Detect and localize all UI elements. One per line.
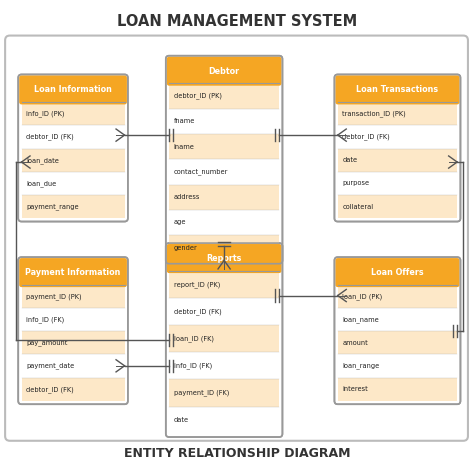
Text: debtor_ID (PK): debtor_ID (PK): [174, 92, 222, 100]
Bar: [21, 378, 125, 401]
Bar: [21, 308, 125, 331]
Text: info_ID (FK): info_ID (FK): [26, 316, 64, 323]
Bar: [169, 210, 279, 235]
Text: Loan Information: Loan Information: [34, 85, 112, 94]
Text: ENTITY RELATIONSHIP DIAGRAM: ENTITY RELATIONSHIP DIAGRAM: [124, 447, 350, 459]
Text: loan_date: loan_date: [26, 157, 59, 164]
Bar: [21, 102, 125, 125]
Text: contact_number: contact_number: [174, 169, 228, 175]
Bar: [337, 125, 457, 148]
Bar: [337, 355, 457, 378]
Bar: [21, 172, 125, 195]
Bar: [169, 271, 279, 298]
Bar: [337, 308, 457, 331]
Text: loan_range: loan_range: [342, 363, 380, 369]
FancyBboxPatch shape: [336, 258, 459, 287]
Bar: [337, 195, 457, 218]
Text: loan_name: loan_name: [342, 316, 379, 323]
Bar: [337, 172, 457, 195]
FancyBboxPatch shape: [18, 257, 128, 404]
FancyBboxPatch shape: [335, 257, 460, 404]
Text: info_ID (PK): info_ID (PK): [26, 110, 64, 117]
Text: loan_ID (PK): loan_ID (PK): [342, 293, 383, 300]
Text: pay_amount: pay_amount: [26, 339, 68, 346]
FancyBboxPatch shape: [336, 75, 459, 104]
FancyBboxPatch shape: [335, 74, 460, 221]
Bar: [169, 379, 279, 407]
Bar: [337, 378, 457, 401]
Text: collateral: collateral: [342, 204, 374, 210]
Text: payment_ID (FK): payment_ID (FK): [174, 390, 229, 396]
Bar: [169, 352, 279, 379]
Bar: [169, 298, 279, 325]
Text: debtor_ID (FK): debtor_ID (FK): [26, 386, 74, 393]
Bar: [337, 331, 457, 355]
Text: payment_ID (PK): payment_ID (PK): [26, 293, 82, 300]
Text: LOAN MANAGEMENT SYSTEM: LOAN MANAGEMENT SYSTEM: [117, 15, 357, 29]
Bar: [21, 355, 125, 378]
Bar: [21, 195, 125, 218]
Bar: [169, 184, 279, 210]
FancyBboxPatch shape: [166, 56, 283, 264]
Bar: [337, 285, 457, 308]
Bar: [169, 83, 279, 109]
FancyBboxPatch shape: [166, 243, 283, 437]
Text: Reports: Reports: [207, 254, 242, 263]
FancyBboxPatch shape: [18, 74, 128, 221]
Text: payment_range: payment_range: [26, 203, 79, 210]
Text: Loan Offers: Loan Offers: [371, 268, 424, 277]
Bar: [21, 331, 125, 355]
Text: Debtor: Debtor: [209, 67, 240, 76]
Text: interest: interest: [342, 386, 368, 392]
Text: loan_due: loan_due: [26, 180, 56, 187]
Text: info_ID (FK): info_ID (FK): [174, 363, 212, 369]
Bar: [169, 159, 279, 184]
Text: Loan Transactions: Loan Transactions: [356, 85, 438, 94]
Bar: [169, 325, 279, 352]
Text: lname: lname: [174, 144, 195, 150]
Text: date: date: [342, 157, 357, 163]
FancyBboxPatch shape: [19, 258, 127, 287]
Text: debtor_ID (FK): debtor_ID (FK): [342, 134, 390, 140]
Text: fname: fname: [174, 118, 195, 124]
FancyBboxPatch shape: [19, 75, 127, 104]
Text: payment_date: payment_date: [26, 363, 74, 369]
Text: debtor_ID (FK): debtor_ID (FK): [26, 134, 74, 140]
Bar: [21, 148, 125, 172]
Text: gender: gender: [174, 245, 198, 251]
Text: address: address: [174, 194, 200, 200]
FancyBboxPatch shape: [167, 244, 282, 273]
Bar: [337, 148, 457, 172]
Text: date: date: [174, 417, 189, 423]
Text: purpose: purpose: [342, 181, 370, 186]
Text: loan_ID (FK): loan_ID (FK): [174, 335, 214, 342]
Bar: [169, 109, 279, 134]
Bar: [169, 407, 279, 434]
Bar: [21, 125, 125, 148]
Bar: [337, 102, 457, 125]
FancyBboxPatch shape: [167, 57, 282, 86]
Text: age: age: [174, 219, 186, 226]
Text: report_ID (PK): report_ID (PK): [174, 281, 220, 288]
Text: debtor_ID (FK): debtor_ID (FK): [174, 308, 221, 315]
Bar: [21, 285, 125, 308]
Bar: [169, 134, 279, 159]
Bar: [169, 235, 279, 260]
Text: Payment Information: Payment Information: [25, 268, 121, 277]
Text: amount: amount: [342, 340, 368, 346]
Text: transaction_ID (PK): transaction_ID (PK): [342, 110, 406, 117]
